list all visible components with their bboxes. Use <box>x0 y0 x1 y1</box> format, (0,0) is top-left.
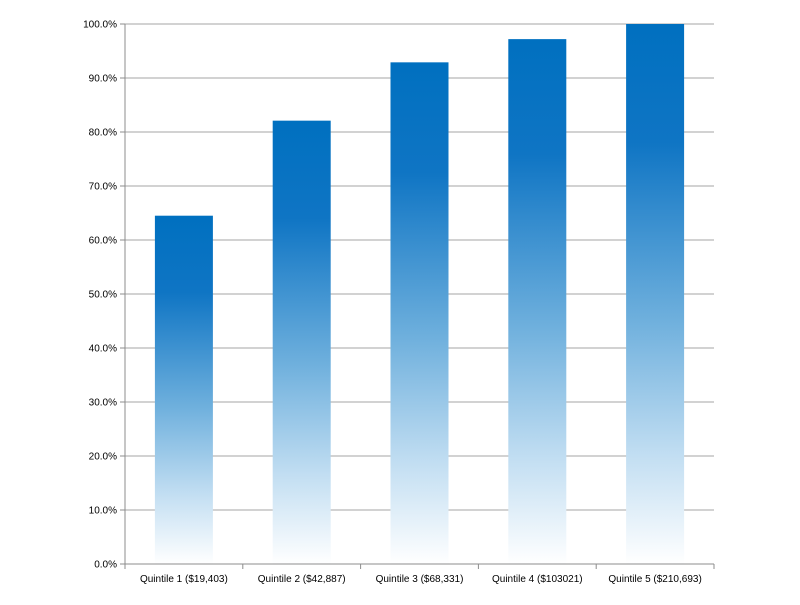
y-tick-label: 100.0% <box>83 20 117 31</box>
y-tick-label: 50.0% <box>89 290 117 301</box>
bar <box>154 215 213 564</box>
bar <box>390 62 449 565</box>
x-tick-label: Quintile 5 ($210,693) <box>608 574 701 585</box>
axes <box>120 23 715 569</box>
y-tick-label: 70.0% <box>89 182 117 193</box>
y-tick-label: 80.0% <box>89 128 117 139</box>
x-tick-label: Quintile 3 ($68,331) <box>376 574 464 585</box>
y-tick-label: 90.0% <box>89 74 117 85</box>
y-tick-label: 20.0% <box>89 452 117 463</box>
bar <box>272 120 331 564</box>
x-tick-label: Quintile 4 ($103021) <box>492 574 583 585</box>
bar <box>508 39 567 565</box>
y-tick-label: 40.0% <box>89 344 117 355</box>
x-tick-label: Quintile 1 ($19,403) <box>140 574 228 585</box>
x-tick-labels: Quintile 1 ($19,403) Quintile 2 ($42,887)… <box>140 574 702 585</box>
y-tick-label: 10.0% <box>89 506 117 517</box>
y-tick-label: 30.0% <box>89 398 117 409</box>
bar <box>626 24 685 564</box>
y-tick-labels: 0.0% 10.0% 20.0% 30.0% 40.0% 50.0% 60.0% 70.0% 8… <box>83 20 117 571</box>
bars <box>154 24 685 565</box>
y-tick-label: 0.0% <box>94 560 117 571</box>
y-tick-label: 60.0% <box>89 236 117 247</box>
x-tick-label: Quintile 2 ($42,887) <box>258 574 346 585</box>
